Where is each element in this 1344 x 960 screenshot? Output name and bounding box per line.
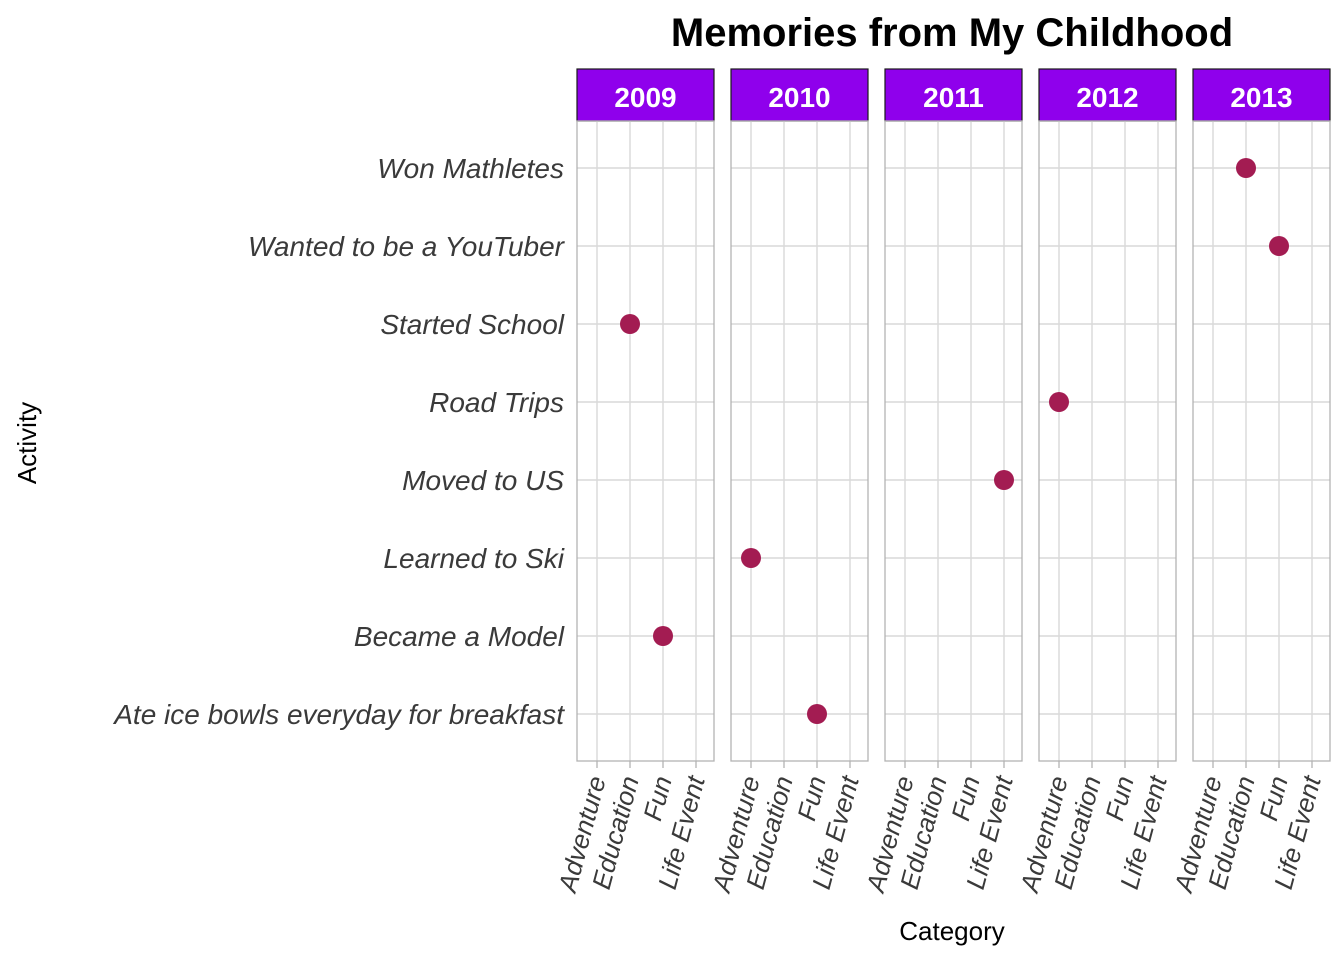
- facet-strip-label-2012: 2012: [1076, 82, 1138, 113]
- y-tick-label-wanted-to-be-a-youtuber: Wanted to be a YouTuber: [248, 231, 566, 262]
- y-tick-label-ate-ice-bowls-everyday-for-breakfast: Ate ice bowls everyday for breakfast: [112, 699, 565, 730]
- y-tick-label-started-school: Started School: [380, 309, 564, 340]
- y-tick-label-moved-to-us: Moved to US: [402, 465, 564, 496]
- y-tick-label-road-trips: Road Trips: [429, 387, 564, 418]
- panel-border-2011: [884, 120, 1023, 762]
- data-point-2011-moved-to-us: [994, 470, 1014, 490]
- data-point-2010-learned-to-ski: [741, 548, 761, 568]
- facet-strip-2011: [884, 68, 1023, 122]
- data-point-2010-ate-ice-bowls-everyday-for-breakfast: [807, 704, 827, 724]
- y-tick-label-won-mathletes: Won Mathletes: [377, 153, 564, 184]
- y-axis-title: Activity: [12, 402, 42, 484]
- facet-strip-label-2010: 2010: [768, 82, 830, 113]
- data-point-2012-road-trips: [1049, 392, 1069, 412]
- y-tick-label-became-a-model: Became a Model: [354, 621, 565, 652]
- facet-strip-2012: [1038, 68, 1177, 122]
- facet-strip-label-2011: 2011: [923, 82, 984, 113]
- data-points: [620, 158, 1289, 724]
- data-point-2009-became-a-model: [653, 626, 673, 646]
- panel-border-2009: [576, 120, 715, 762]
- x-axis-title: Category: [899, 916, 1005, 946]
- data-point-2013-won-mathletes: [1236, 158, 1256, 178]
- panel-border-2012: [1038, 120, 1177, 762]
- chart-title: Memories from My Childhood: [671, 11, 1233, 55]
- panel-border-2013: [1192, 120, 1331, 762]
- y-axis-tick-labels: Ate ice bowls everyday for breakfast Beca…: [112, 153, 565, 730]
- facet-strip-2009: [576, 68, 715, 122]
- panel-border-2010: [730, 120, 869, 762]
- data-point-2013-wanted-to-be-a-youtuber: [1269, 236, 1289, 256]
- facet-strip-label-2013: 2013: [1230, 82, 1292, 113]
- data-point-2009-started-school: [620, 314, 640, 334]
- facet-strip-label-2009: 2009: [614, 82, 676, 113]
- y-tick-label-learned-to-ski: Learned to Ski: [383, 543, 564, 574]
